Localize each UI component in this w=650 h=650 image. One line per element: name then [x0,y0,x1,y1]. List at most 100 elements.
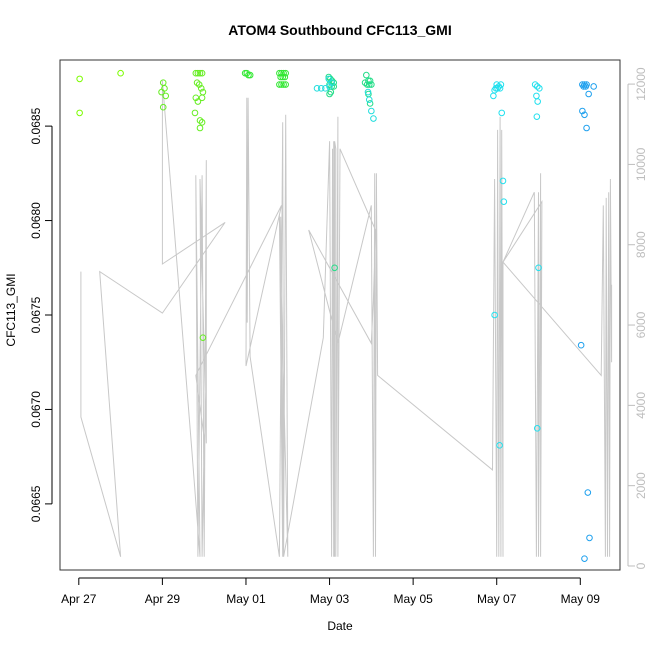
data-point [582,83,590,90]
x-tick-label: May 07 [477,592,517,606]
data-point [498,109,506,117]
right-tick-label: 10000 [634,147,648,181]
y-tick-label: 0.0670 [29,391,43,428]
data-point [533,425,541,432]
data-point [500,198,508,205]
data-point [194,98,202,105]
data-point [361,79,369,86]
data-point [198,69,206,77]
data-point [325,73,333,81]
data-point [198,94,206,102]
data-point [76,75,83,83]
data-point [490,92,497,100]
data-point [192,94,200,102]
data-point [499,177,507,185]
data-point [368,81,375,88]
points-layer [76,69,597,562]
x-tick-label: Apr 27 [61,592,97,606]
data-point [158,88,165,96]
y-tick-label: 0.0685 [29,107,43,144]
data-point [199,334,207,341]
data-point [496,442,503,449]
data-point [533,83,541,90]
data-point [583,124,590,132]
right-tick-label: 12000 [634,67,648,101]
x-tick-label: May 01 [226,592,266,606]
line-layer [80,80,613,557]
right-tick-label: 8000 [634,231,648,258]
data-point [536,85,543,92]
data-point [276,81,283,88]
data-point [196,124,204,132]
data-point [584,489,592,496]
data-point [317,85,325,92]
data-point [581,555,588,562]
data-point [493,81,501,88]
data-point [533,113,541,120]
data-point [363,71,370,79]
chart-title: ATOM4 Southbound CFC113_GMI [228,22,452,38]
data-point [531,81,539,88]
data-point [365,96,373,103]
right-tick-label: 6000 [634,311,648,338]
data-point [280,81,287,88]
data-point [365,81,373,88]
plot-frame [59,59,621,571]
data-point [246,71,254,79]
data-point [580,83,587,90]
data-point [579,107,586,115]
data-point [535,264,542,272]
data-point [581,111,588,119]
data-point [497,81,505,88]
data-point [330,79,338,86]
data-point [586,534,593,542]
data-point [278,69,285,77]
data-point [326,90,333,98]
data-point [159,103,167,111]
data-point [159,79,167,86]
x-tick-label: May 09 [561,592,601,606]
right-tick-label: 2000 [634,472,648,499]
data-point [193,79,201,86]
data-point [326,83,333,90]
data-point [277,73,284,81]
data-point [76,109,83,117]
data-point [279,73,287,81]
data-point [364,88,372,96]
x-axis-label: Date [327,619,353,633]
data-point [363,81,371,88]
data-point [276,69,283,77]
data-point [282,81,289,88]
data-point [533,92,540,100]
data-point [196,69,204,77]
data-point [194,69,202,77]
data-point [331,264,338,272]
data-point [197,85,205,92]
data-point [313,85,321,92]
data-point [585,90,592,98]
series-line [80,80,613,557]
data-point [368,107,375,115]
data-point [366,100,374,107]
data-point [328,79,335,86]
data-point [491,311,498,319]
y-tick-label: 0.0680 [29,202,43,239]
data-point [577,341,585,349]
data-point [162,92,170,100]
data-point [117,69,124,77]
data-point [195,81,203,88]
data-point [191,109,199,117]
data-point [281,73,289,81]
data-point [192,69,200,77]
right-tick-label: 0 [634,562,648,569]
axes-layer: Apr 27 Apr 29 May 01 May 03 May 05 May 07 May … [29,67,648,606]
data-point [330,83,338,90]
data-point [322,85,329,92]
data-point [590,83,597,90]
y-tick-label: 0.0665 [29,485,43,522]
data-point [534,98,541,105]
data-point [243,69,251,77]
data-point [370,115,377,122]
x-tick-label: May 03 [310,592,350,606]
